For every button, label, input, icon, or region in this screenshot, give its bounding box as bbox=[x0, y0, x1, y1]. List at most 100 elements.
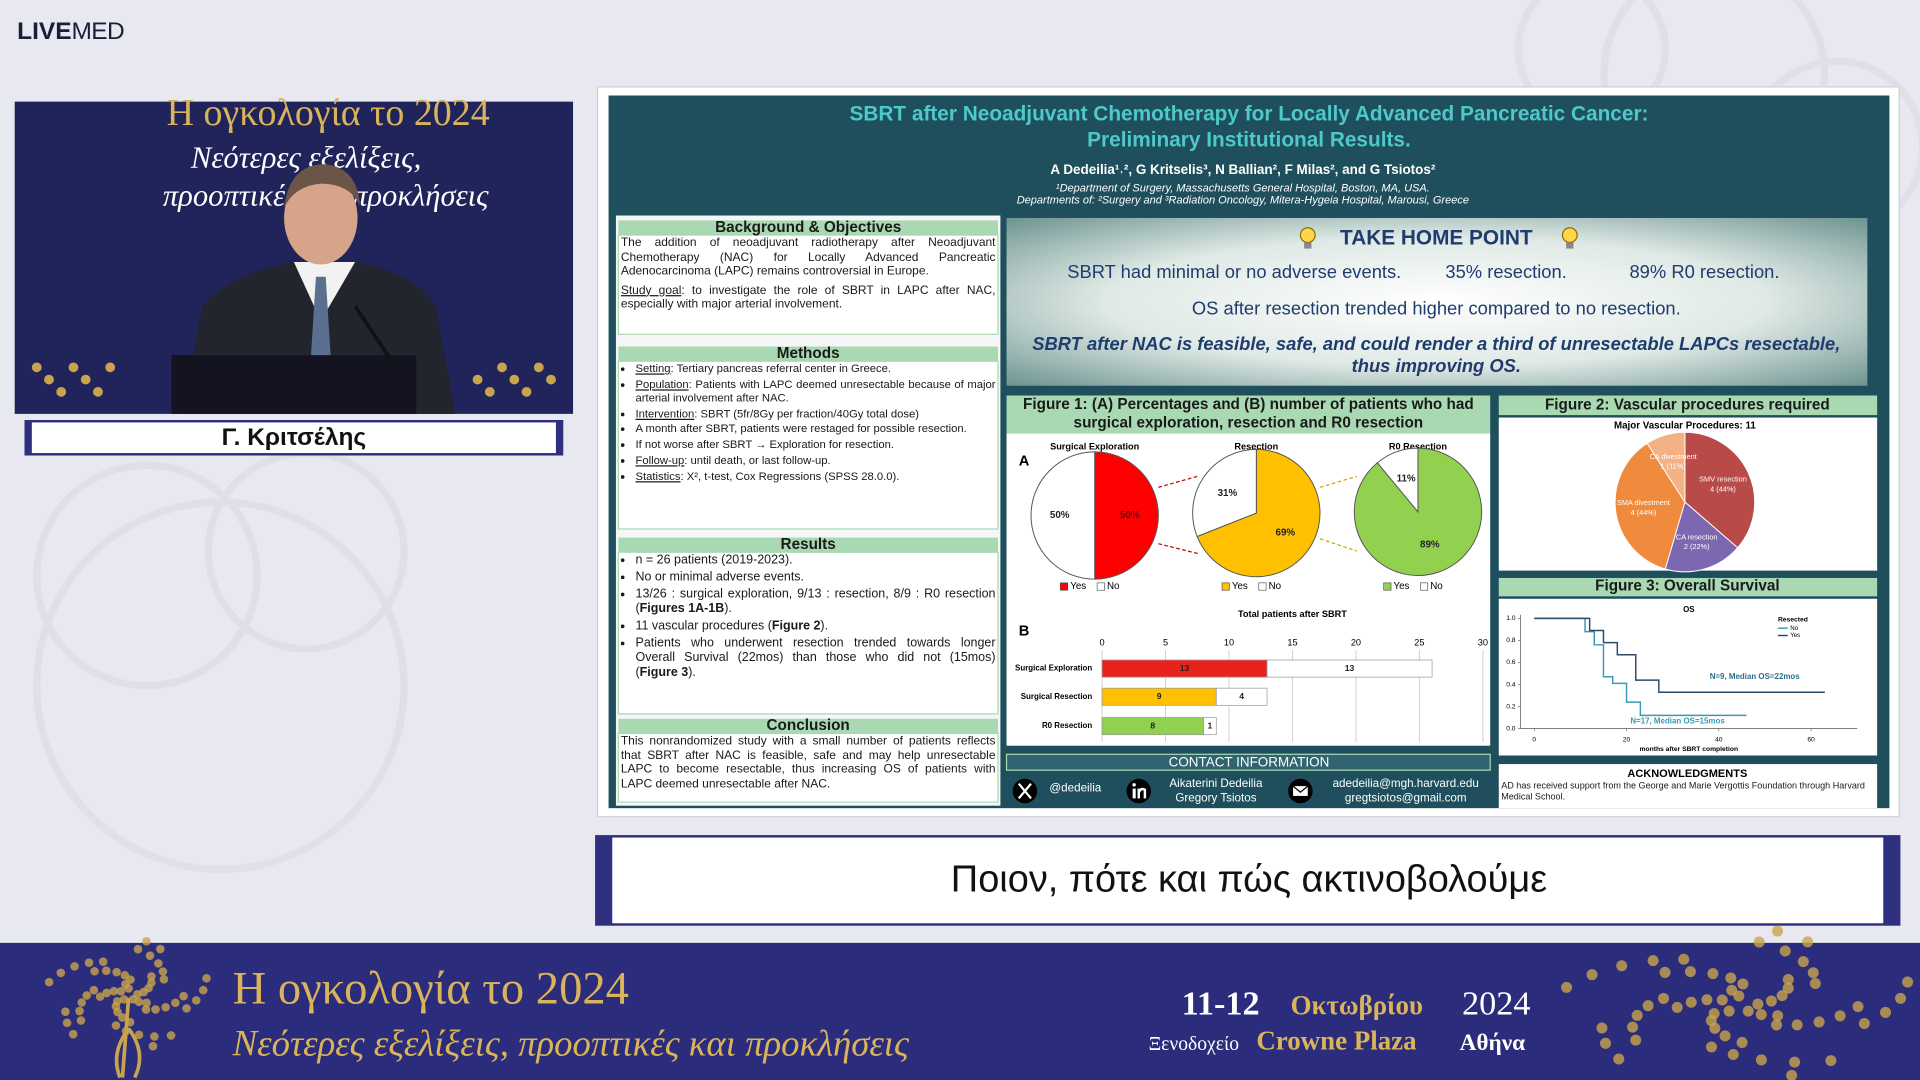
slice-value-label: 50% bbox=[1050, 510, 1070, 521]
text-run: : X², t-test, Cox Regressions (SPSS 28.0… bbox=[680, 470, 900, 483]
slice-value-label: 2 (22%) bbox=[1684, 542, 1710, 551]
leaf bbox=[1631, 1009, 1643, 1021]
list-item: A month after SBRT, patients were restag… bbox=[636, 423, 996, 436]
text-run: The addition of neoadjuvant radiotherapy… bbox=[620, 236, 996, 279]
leaf bbox=[1807, 967, 1819, 979]
leaf bbox=[1737, 978, 1749, 990]
footer bbox=[0, 942, 1920, 1080]
bullet-list-text: Setting: Tertiary pancreas referral cent… bbox=[621, 362, 996, 483]
bold-ref: Figure 3 bbox=[639, 666, 689, 680]
x-tick-label: 20 bbox=[1351, 637, 1361, 647]
leaf bbox=[1725, 972, 1737, 984]
slice-name: SMV resection bbox=[1699, 475, 1747, 484]
take-home-conclusion-text: SBRT after NAC is feasible, safe, and co… bbox=[1032, 334, 1841, 377]
speaker-name: Γ. Κριτσέλης bbox=[222, 424, 367, 451]
footer-month: Οκτωβρίου bbox=[1291, 990, 1423, 1020]
leaf bbox=[147, 978, 156, 988]
take-home-point: 89% R0 resection. bbox=[1629, 261, 1779, 282]
leaf bbox=[148, 1041, 158, 1051]
pie-slice bbox=[1614, 442, 1686, 570]
ack-heading: ACKNOWLEDGMENTS bbox=[1627, 768, 1747, 780]
underlined-term: Intervention bbox=[635, 407, 695, 420]
leaf bbox=[111, 1021, 121, 1030]
ack-box bbox=[1498, 764, 1878, 809]
legend-label: No bbox=[1107, 581, 1120, 592]
leaf bbox=[1789, 1056, 1801, 1068]
pie-title: Major Vascular Procedures: 11 bbox=[1614, 421, 1756, 432]
text-run: 11 vascular procedures ( bbox=[635, 619, 772, 634]
poster-title: SBRT after Neoadjuvant Chemotherapy for … bbox=[849, 103, 1648, 126]
leaf bbox=[1834, 1010, 1846, 1022]
footer-trees bbox=[44, 925, 1914, 1080]
leaf bbox=[1596, 1022, 1608, 1034]
bar-value-label: 13 bbox=[1180, 663, 1190, 673]
take-home-heading: TAKE HOME POINT bbox=[1340, 226, 1533, 249]
legend-label: No bbox=[1269, 581, 1282, 592]
leaf bbox=[154, 959, 163, 968]
legend-swatch bbox=[1420, 582, 1429, 591]
figure-heading: Figure 3: Overall Survival bbox=[1595, 578, 1780, 595]
legend-label: Yes bbox=[1232, 581, 1248, 592]
leaf bbox=[1742, 1005, 1754, 1017]
bold-ref: Figures 1A-1B bbox=[639, 602, 725, 617]
leaf bbox=[1659, 966, 1671, 978]
leaf bbox=[1719, 1030, 1731, 1042]
leaf bbox=[1752, 998, 1764, 1010]
y-tick-label: R0 Resection bbox=[1042, 721, 1092, 730]
panel-label: B bbox=[1019, 624, 1030, 640]
leaf bbox=[150, 1032, 159, 1041]
leaf bbox=[1765, 995, 1777, 1007]
leaf bbox=[159, 975, 169, 984]
list-item: Setting: Tertiary pancreas referral cent… bbox=[636, 362, 996, 375]
leaf bbox=[133, 944, 143, 954]
text-run: Patients who underwent resection trended… bbox=[635, 636, 996, 680]
pattern-circle bbox=[33, 461, 261, 690]
leaf bbox=[101, 966, 111, 975]
leaf bbox=[134, 997, 144, 1007]
y-tick-label: Surgical Exploration bbox=[1015, 664, 1092, 673]
leaf bbox=[1671, 1001, 1683, 1013]
list-item: If not worse after SBRT → Exploration fo… bbox=[636, 439, 996, 452]
annotation: N=9, Median OS=22mos bbox=[1710, 672, 1801, 681]
paragraphs: The addition of neoadjuvant radiotherapy… bbox=[621, 236, 996, 312]
take-home-box bbox=[1006, 217, 1868, 386]
slice-name: CA resection bbox=[1676, 532, 1718, 541]
leaf bbox=[179, 991, 188, 1001]
leaf bbox=[1755, 1054, 1767, 1066]
slice-value-label: 89% bbox=[1420, 539, 1440, 550]
leaf bbox=[1561, 981, 1573, 993]
list-item: n = 26 patients (2019-2023). bbox=[636, 553, 996, 568]
underlined-term: Follow-up bbox=[635, 454, 685, 467]
leaf bbox=[1642, 1000, 1654, 1012]
contact-header bbox=[1005, 753, 1491, 771]
ornament bbox=[509, 374, 520, 385]
text-run: ). bbox=[688, 666, 696, 680]
y-tick-label: Surgical Resection bbox=[1021, 692, 1093, 701]
y-tick-label: 1.0 bbox=[1506, 615, 1516, 622]
bar-value-label: 1 bbox=[1208, 720, 1213, 730]
paragraphs-text: The addition of neoadjuvant radiotherapy… bbox=[621, 236, 996, 312]
paragraph: The addition of neoadjuvant radiotherapy… bbox=[621, 236, 996, 278]
y-tick-label: 0.0 bbox=[1506, 725, 1516, 732]
leaf bbox=[75, 1006, 84, 1016]
bar-segment bbox=[1215, 687, 1268, 706]
x-tick-label: 30 bbox=[1478, 637, 1488, 647]
leaf bbox=[1716, 994, 1728, 1006]
text-run: This nonrandomized study with a small nu… bbox=[620, 734, 996, 791]
legend-label: No bbox=[1790, 625, 1798, 632]
leaf bbox=[1772, 925, 1784, 937]
pie-slice bbox=[1646, 431, 1686, 504]
leaf bbox=[1685, 996, 1697, 1008]
leaf bbox=[151, 1005, 160, 1014]
bar-value-label: 13 bbox=[1345, 663, 1355, 673]
leaf bbox=[1797, 956, 1809, 968]
footer-dates: 11-12 bbox=[1182, 984, 1260, 1022]
figure-heading-text: Figure 1: (A) Percentages and (B) number… bbox=[1023, 395, 1474, 432]
figure3-header bbox=[1498, 577, 1878, 597]
ornament bbox=[472, 374, 483, 385]
bullet-list: n = 26 patients (2019-2023). No or minima… bbox=[621, 553, 996, 712]
ornament bbox=[521, 386, 532, 397]
leaf bbox=[76, 1016, 86, 1025]
leaf bbox=[1599, 1037, 1612, 1049]
